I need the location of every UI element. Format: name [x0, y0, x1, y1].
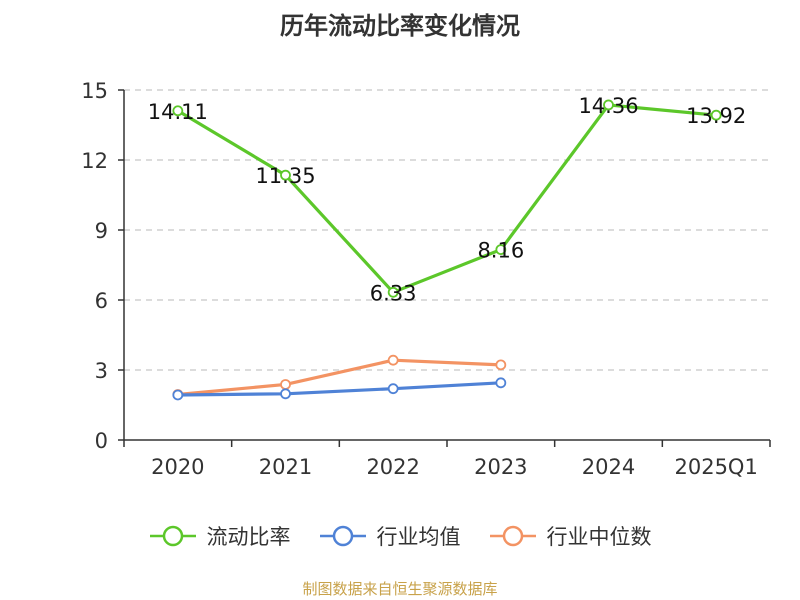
legend: 流动比率 行业均值 行业中位数	[0, 518, 800, 554]
gridlines	[124, 89, 770, 371]
data-point	[387, 383, 399, 395]
x-tick-label: 2021	[259, 455, 312, 479]
data-point	[387, 286, 399, 298]
data-point	[495, 244, 507, 256]
legend-label: 流动比率	[206, 525, 291, 549]
y-tick-label: 15	[81, 79, 108, 103]
data-label: 6.33	[370, 281, 417, 305]
legend-marker-icon	[149, 525, 196, 547]
series-line	[177, 103, 717, 294]
data-point	[387, 354, 399, 366]
legend-item[interactable]: 行业均值	[319, 521, 461, 551]
legend-marker-icon	[319, 525, 366, 547]
legend-item[interactable]: 行业中位数	[489, 521, 652, 551]
source-note: 制图数据来自恒生聚源数据库	[302, 580, 498, 598]
series-line	[177, 381, 501, 397]
data-label: 8.16	[477, 239, 524, 263]
data-labels: 14.11 11.35 6.33 8.16 14.36 13.92	[148, 94, 746, 305]
legend-item[interactable]: 流动比率	[149, 521, 291, 551]
data-point	[603, 99, 614, 111]
data-point	[710, 109, 722, 121]
y-tick-label: 3	[95, 359, 108, 383]
legend-label: 行业中位数	[546, 525, 652, 549]
axes: 0 3 6 9 12 15 2020 2021 2022 2023 2024 2025Q1	[81, 79, 771, 479]
x-tick-label: 2025Q1	[674, 455, 757, 479]
y-tick-label: 9	[95, 219, 108, 243]
data-point	[495, 377, 507, 389]
data-point	[280, 169, 291, 181]
data-label: 13.92	[686, 104, 746, 128]
y-tick-label: 0	[95, 429, 108, 453]
data-point	[172, 389, 184, 401]
data-point	[495, 359, 507, 371]
data-point	[280, 388, 291, 400]
data-label: 11.35	[255, 164, 315, 188]
data-point	[280, 379, 291, 390]
data-label: 14.11	[148, 100, 208, 124]
series-lines	[172, 99, 722, 401]
x-tick-label: 2023	[474, 455, 527, 479]
x-tick-label: 2020	[151, 455, 204, 479]
legend-label: 行业均值	[376, 525, 461, 549]
data-label: 14.36	[578, 94, 638, 118]
legend-marker-icon	[489, 525, 536, 547]
x-tick-label: 2022	[366, 455, 419, 479]
y-tick-label: 6	[95, 289, 108, 313]
data-point	[172, 105, 184, 117]
x-tick-label: 2024	[582, 455, 635, 479]
chart-title: 历年流动比率变化情况	[280, 12, 520, 40]
series-line	[177, 358, 501, 397]
y-tick-label: 12	[81, 149, 108, 173]
